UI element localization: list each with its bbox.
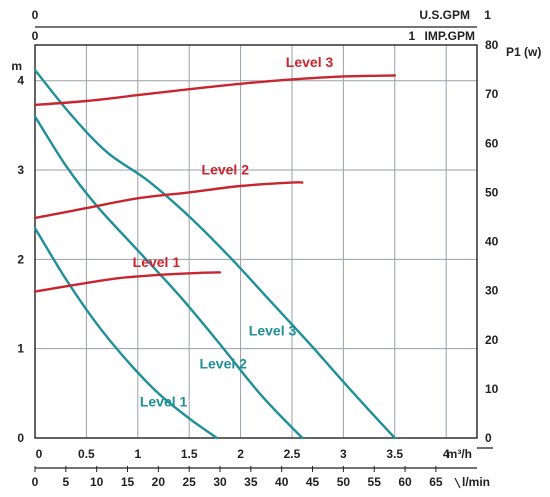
- series-label-power-level-1: Level 1: [133, 254, 181, 270]
- tick-label-head: 3: [17, 163, 24, 177]
- tick-label-flow-m3h: 0: [36, 447, 43, 461]
- head-curve-level-1: [33, 226, 219, 440]
- tick-label-flow-lmin: 60: [398, 475, 412, 489]
- tick-label-flow-lmin: 55: [368, 475, 382, 489]
- tick-label-flow-lmin: 20: [152, 475, 166, 489]
- tick-label-power: 70: [485, 87, 499, 101]
- tick-label-power: 0: [485, 431, 492, 445]
- tick-label-flow-m3h: 0.5: [78, 447, 95, 461]
- power-curve-level-2: [33, 181, 304, 220]
- tick-label-flow-lmin: 40: [275, 475, 289, 489]
- plot-frame: [34, 44, 478, 439]
- tick-label-flow-lmin: 25: [183, 475, 197, 489]
- series-label-power-level-2: Level 2: [202, 162, 250, 178]
- head-curve-level-2: [33, 115, 304, 440]
- tick-label-flow-m3h: 1.5: [181, 447, 198, 461]
- grid-lines: [35, 45, 477, 438]
- tick-label-flow-lmin: 10: [90, 475, 104, 489]
- tick-label-flow-lmin: 45: [306, 475, 320, 489]
- power-curve-level-1: [33, 271, 222, 293]
- tick-label-head: 0: [17, 431, 24, 445]
- tick-label-head: 2: [17, 252, 24, 266]
- tick-label-power: 40: [485, 235, 499, 249]
- tick-label-power: 80: [485, 38, 499, 52]
- tick-label-flow-lmin: 65: [429, 475, 443, 489]
- tick-label-flow-lmin: 0: [32, 475, 39, 489]
- tick-label-power: 60: [485, 136, 499, 150]
- axis-unit-flow-m3h: m³/h: [447, 447, 472, 461]
- tick-label-flow-m3h: 3.5: [386, 447, 403, 461]
- series-label-head-level-3: Level 3: [249, 322, 297, 338]
- axis-label-head: m: [11, 59, 22, 73]
- tick-label-head: 1: [17, 342, 24, 356]
- tick-label-head: 4: [17, 74, 24, 88]
- series-label-head-level-1: Level 1: [140, 394, 188, 410]
- series-label-head-level-2: Level 2: [199, 355, 247, 371]
- power-curve-level-3: [33, 74, 396, 107]
- tick-label-flow-m3h: 2.5: [284, 447, 301, 461]
- axis-unit-flow-lmin: l/min: [462, 475, 490, 489]
- tick-label-power: 10: [485, 382, 499, 396]
- head-curve-level-3: [33, 68, 396, 440]
- axis-unit-flow-usgpm: U.S.GPM: [419, 8, 470, 22]
- tick-label-flow-lmin: 50: [337, 475, 351, 489]
- tick-label-flow-m3h: 1: [134, 447, 141, 461]
- tick-label-flow-lmin: 5: [62, 475, 69, 489]
- series-label-power-level-3: Level 3: [286, 54, 334, 70]
- series-labels: Level 1 Level 2 Level 3 Level 1 Level 2 Level…: [133, 54, 334, 410]
- tick-label-flow-m3h: 3: [340, 447, 347, 461]
- tick-label-flow-impgpm: 1: [408, 29, 415, 43]
- tick-label-flow-usgpm: 1: [484, 8, 491, 22]
- tick-label-flow-lmin: 30: [213, 475, 227, 489]
- axis-label-power: P1 (w): [506, 45, 541, 59]
- tick-label-flow-lmin: 35: [244, 475, 258, 489]
- tick-label-flow-impgpm: 0: [32, 29, 39, 43]
- tick-label-flow-usgpm: 0: [32, 8, 39, 22]
- axis-unit-flow-impgpm: IMP.GPM: [425, 29, 475, 43]
- tick-label-flow-m3h: 4: [443, 447, 450, 461]
- tick-label-power: 20: [485, 333, 499, 347]
- tick-label-flow-lmin: 15: [121, 475, 135, 489]
- axis-arrow-lmin: [454, 477, 461, 489]
- tick-label-power: 30: [485, 284, 499, 298]
- curves: [33, 68, 396, 440]
- tick-label-flow-m3h: 2: [237, 447, 244, 461]
- tick-labels: 0 0.5 1 1.5 2 2.5 3 3.5 4m³/h0 5 10 15 20 25 30 35 40 45 5…: [11, 8, 541, 489]
- tick-label-power: 50: [485, 185, 499, 199]
